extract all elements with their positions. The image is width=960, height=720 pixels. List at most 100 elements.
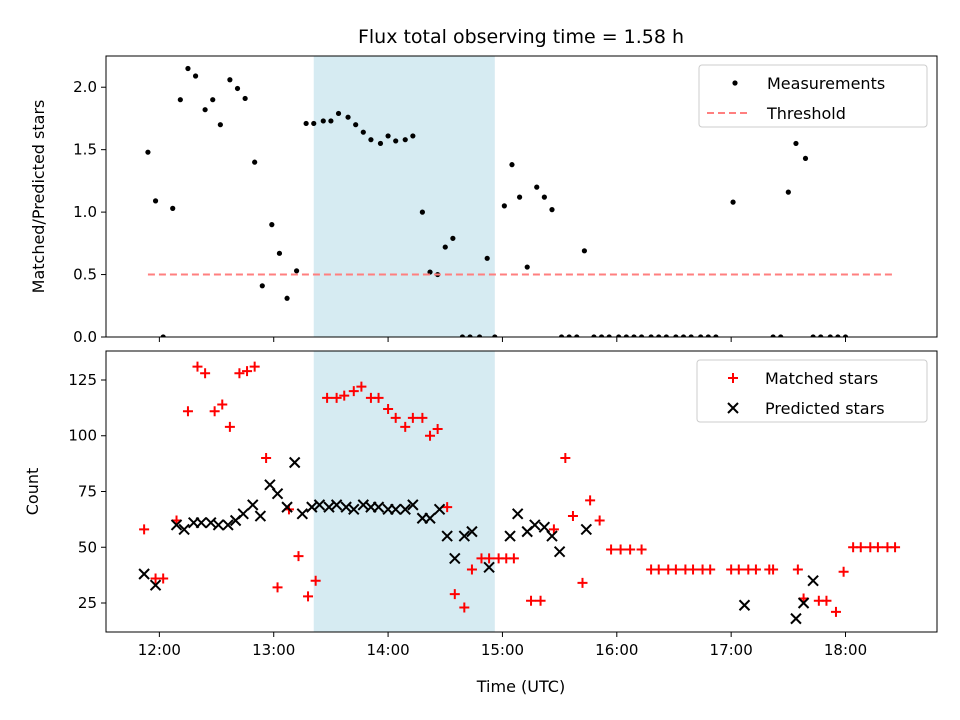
predicted-star-point — [178, 523, 190, 536]
y-tick-label: 25 — [78, 594, 97, 612]
measurement-point — [631, 334, 637, 337]
measurement-point — [377, 140, 384, 147]
matched-star-point — [139, 524, 150, 535]
matched-star-point — [425, 430, 436, 441]
measurement-point — [581, 248, 587, 254]
y-tick-label: 50 — [78, 538, 97, 556]
series-measurements — [145, 65, 849, 337]
measurement-point — [730, 199, 736, 205]
predicted-star-point — [313, 499, 326, 511]
y-tick-label: 125 — [68, 371, 97, 389]
legend-marker — [728, 373, 738, 383]
y-axis-label: Matched/Predicted stars — [29, 100, 48, 294]
plot-area — [138, 351, 901, 632]
matched-star-point — [768, 564, 779, 575]
measurement-point — [210, 97, 216, 103]
predicted-star-point — [449, 552, 461, 565]
predicted-star-point — [483, 561, 495, 574]
predicted-star-point — [466, 525, 478, 538]
measurement-point — [328, 118, 334, 124]
matched-star-point — [234, 368, 245, 379]
measurement-point — [501, 203, 507, 209]
predicted-star-point — [441, 530, 453, 542]
matched-star-point — [331, 392, 342, 403]
predicted-star-point — [212, 519, 225, 531]
predicted-star-point — [271, 488, 284, 500]
matched-star-point — [217, 399, 228, 410]
predicted-star-point — [296, 508, 309, 520]
matched-star-point — [636, 544, 647, 555]
measurement-point — [616, 334, 622, 337]
predicted-star-point — [281, 501, 293, 513]
matched-star-point — [310, 575, 321, 586]
matched-star-point — [872, 542, 883, 553]
measurement-point — [269, 222, 275, 228]
y-tick-label: 0.0 — [73, 328, 97, 346]
measurement-point — [402, 137, 408, 143]
measurement-point — [419, 209, 425, 215]
predicted-star-point — [433, 503, 446, 516]
observing-window-span — [313, 56, 495, 337]
matched-star-point — [830, 606, 841, 617]
measurement-point — [170, 205, 176, 211]
measurement-point — [259, 283, 265, 289]
matched-star-point — [400, 421, 411, 432]
measurement-point — [217, 122, 223, 128]
measurement-point — [484, 255, 490, 261]
predicted-star-point — [553, 546, 566, 558]
predicted-star-point — [237, 508, 249, 520]
measurement-point — [311, 120, 317, 127]
matched-star-point — [821, 595, 832, 606]
measurement-point — [591, 334, 597, 337]
y-tick-label: 1.5 — [73, 141, 97, 159]
axes-frame — [105, 55, 938, 338]
measurement-point — [516, 194, 523, 200]
measurement-point — [842, 334, 849, 337]
x-tick-label: 18:00 — [824, 641, 867, 659]
matched-star-point — [585, 495, 596, 506]
matched-star-point — [615, 544, 626, 555]
measurement-point — [534, 184, 540, 190]
matched-star-point — [224, 421, 235, 432]
measurement-point — [810, 334, 816, 337]
measurement-point — [802, 155, 809, 162]
matched-star-point — [182, 406, 193, 417]
matched-star-point — [838, 566, 849, 577]
matched-star-point — [890, 542, 901, 553]
measurement-point — [638, 334, 645, 337]
measurement-point — [606, 334, 612, 337]
x-axis-label: Time (UTC) — [476, 677, 565, 696]
matched-star-point — [432, 424, 443, 435]
matched-star-point — [577, 577, 588, 588]
predicted-star-point — [288, 456, 301, 469]
predicted-star-point — [738, 599, 751, 611]
y-tick-label: 0.5 — [73, 266, 97, 284]
measurement-point — [234, 85, 241, 92]
y-tick-label: 100 — [68, 427, 97, 445]
measurement-point — [598, 334, 605, 337]
measurement-point — [293, 268, 300, 274]
matched-star-point — [567, 511, 578, 522]
measurement-point — [688, 334, 694, 337]
matched-star-point — [705, 564, 716, 575]
matched-star-point — [293, 551, 304, 562]
measurement-point — [656, 334, 662, 337]
matched-star-point — [339, 390, 350, 401]
measurement-point — [145, 149, 151, 155]
measurement-point — [663, 334, 669, 337]
y-axis-label: Count — [23, 468, 42, 516]
matched-star-point — [526, 595, 537, 606]
matched-star-point — [200, 368, 211, 379]
measurement-point — [648, 334, 654, 337]
bottom-panel-counts: 25 50 75 100 125 12:00 13:00 14:00 15:00 16:00 17:… — [23, 350, 938, 659]
legend-box — [696, 359, 928, 423]
matched-star-point — [750, 564, 761, 575]
measurement-point — [320, 118, 326, 124]
predicted-star-point — [807, 574, 819, 587]
measurement-point — [160, 334, 166, 337]
legend: Matched stars Predicted stars — [696, 359, 928, 423]
matched-star-point — [560, 453, 571, 464]
measurement-point — [623, 334, 629, 337]
predicted-star-point — [790, 612, 802, 625]
